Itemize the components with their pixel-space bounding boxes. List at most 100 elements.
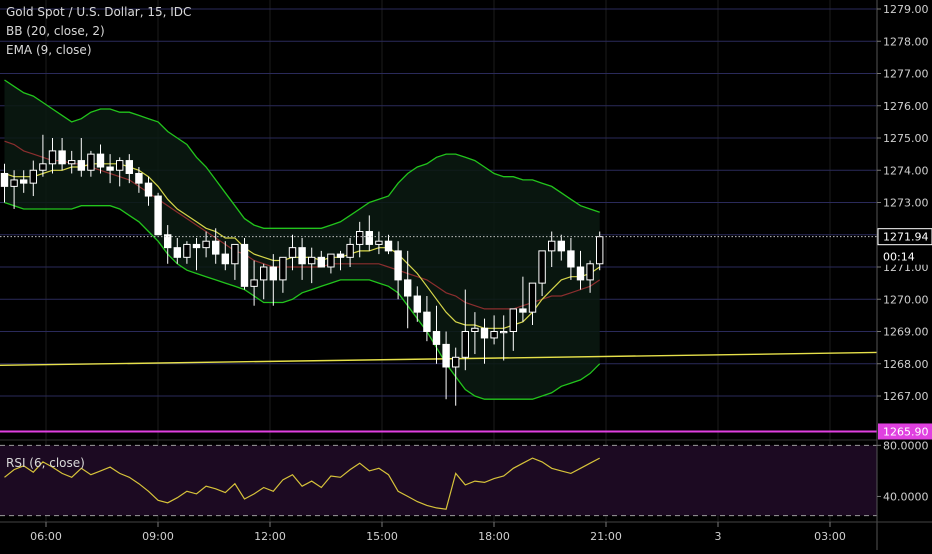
time-tick-label: 3 xyxy=(715,530,722,543)
candle[interactable] xyxy=(375,231,383,255)
candle[interactable] xyxy=(500,315,508,361)
candle[interactable] xyxy=(39,134,47,177)
candle[interactable] xyxy=(519,276,527,322)
candle[interactable] xyxy=(58,138,66,171)
candle[interactable] xyxy=(567,237,575,280)
candle[interactable] xyxy=(528,282,537,326)
candle[interactable] xyxy=(221,241,230,271)
price-tick-label: 1277.00 xyxy=(883,68,929,81)
candle[interactable] xyxy=(202,231,210,258)
candle[interactable] xyxy=(586,260,594,293)
candle[interactable] xyxy=(164,225,172,264)
candle-body xyxy=(221,253,230,265)
candle-body xyxy=(288,247,297,258)
candle[interactable] xyxy=(250,260,258,306)
candle[interactable] xyxy=(279,256,287,293)
countdown-box xyxy=(878,248,932,265)
candle-body xyxy=(557,240,565,252)
candle[interactable] xyxy=(231,243,239,280)
candle[interactable] xyxy=(192,237,201,271)
candle[interactable] xyxy=(461,289,470,371)
candle[interactable] xyxy=(116,157,124,187)
candle[interactable] xyxy=(480,318,489,364)
candle[interactable] xyxy=(336,250,345,271)
candle[interactable] xyxy=(490,315,498,345)
candle[interactable] xyxy=(48,138,57,174)
candle[interactable] xyxy=(442,331,450,400)
price-axis-panel xyxy=(877,0,932,550)
countdown-label: 00:14 xyxy=(883,251,915,264)
candle[interactable] xyxy=(538,250,546,297)
candle-body xyxy=(317,256,326,268)
time-tick-label: 09:00 xyxy=(142,530,174,543)
alert-price-box[interactable] xyxy=(878,423,932,440)
candle-body xyxy=(96,153,105,168)
candle-body xyxy=(0,172,9,187)
candle[interactable] xyxy=(432,305,441,364)
price-tick-label: 1268.00 xyxy=(883,358,929,371)
candle[interactable] xyxy=(240,237,249,290)
candle[interactable] xyxy=(548,231,556,267)
candle[interactable] xyxy=(327,253,335,274)
candle[interactable] xyxy=(173,237,182,264)
candle[interactable] xyxy=(87,150,95,177)
candle[interactable] xyxy=(154,192,162,236)
candle-body xyxy=(404,279,412,297)
candle[interactable] xyxy=(298,237,306,280)
candle[interactable] xyxy=(356,221,364,258)
candle-body xyxy=(500,331,508,334)
candle[interactable] xyxy=(384,234,393,255)
price-tick-label: 1274.00 xyxy=(883,164,929,177)
bb-lower-line xyxy=(4,201,601,400)
candle[interactable] xyxy=(404,250,412,329)
candle[interactable] xyxy=(135,167,143,193)
candle[interactable] xyxy=(212,228,220,264)
candle[interactable] xyxy=(471,312,479,355)
current-price-label: 1271.94 xyxy=(883,231,929,244)
candle-body xyxy=(528,282,537,313)
candle-body xyxy=(116,160,124,171)
candle[interactable] xyxy=(288,234,297,271)
candle[interactable] xyxy=(557,234,565,261)
candle[interactable] xyxy=(308,247,316,284)
candle[interactable] xyxy=(413,286,422,322)
candle[interactable] xyxy=(423,296,431,342)
candle[interactable] xyxy=(10,170,18,209)
candle-body xyxy=(461,331,470,358)
chart-legend: Gold Spot / U.S. Dollar, 15, IDC BB (20,… xyxy=(6,3,191,60)
candle-body xyxy=(29,169,38,184)
candle[interactable] xyxy=(269,254,278,306)
candle-body xyxy=(365,231,374,245)
candle[interactable] xyxy=(452,347,460,406)
rsi-tick-label: 80.0000 xyxy=(883,439,929,452)
candle[interactable] xyxy=(317,250,326,268)
candle-body xyxy=(164,234,172,249)
candle[interactable] xyxy=(96,144,105,174)
candle-body xyxy=(58,150,66,165)
candle[interactable] xyxy=(365,215,374,251)
candle[interactable] xyxy=(29,160,38,197)
candle-body xyxy=(538,250,546,284)
candle[interactable] xyxy=(394,241,402,300)
price-tick-label: 1278.00 xyxy=(883,35,929,48)
candle[interactable] xyxy=(144,176,153,206)
candle[interactable] xyxy=(346,237,354,267)
candle-body xyxy=(480,327,489,339)
candle[interactable] xyxy=(260,263,268,300)
candle[interactable] xyxy=(20,170,28,193)
candle[interactable] xyxy=(125,154,133,184)
candle-body xyxy=(327,253,335,268)
candle[interactable] xyxy=(0,163,9,203)
candle[interactable] xyxy=(183,241,191,264)
candle[interactable] xyxy=(68,150,76,174)
candle-body xyxy=(279,256,287,281)
candle[interactable] xyxy=(509,308,518,351)
candle[interactable] xyxy=(77,138,85,177)
candle[interactable] xyxy=(576,250,585,290)
candle[interactable] xyxy=(106,154,114,184)
candle-body xyxy=(154,195,162,236)
rsi-legend: RSI (6, close) xyxy=(6,456,85,470)
candle-body xyxy=(10,179,18,187)
